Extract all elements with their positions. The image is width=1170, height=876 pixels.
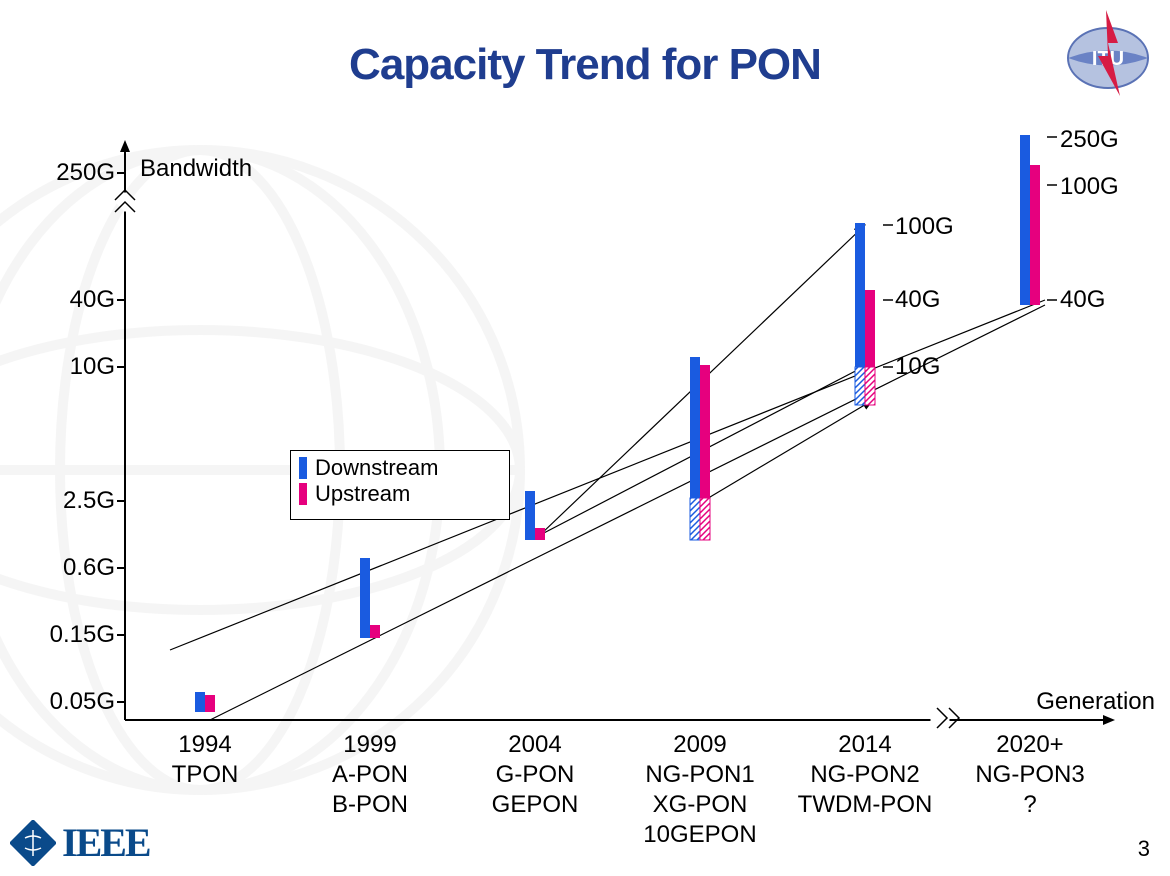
x-tick-label: 2009 NG-PON1 XG-PON 10GEPON <box>643 730 756 850</box>
y-tick-label: 0.05G <box>35 688 115 716</box>
chart-legend: Downstream Upstream <box>290 450 510 520</box>
ieee-diamond-icon <box>10 820 56 866</box>
ieee-text: IEEE <box>62 819 150 866</box>
legend-label-upstream: Upstream <box>315 481 410 507</box>
data-point-label: 100G <box>1060 173 1119 201</box>
data-point-label: 10G <box>895 353 940 381</box>
legend-swatch-downstream <box>299 457 307 479</box>
y-tick-label: 2.5G <box>35 487 115 515</box>
page-number: 3 <box>1138 836 1150 862</box>
itu-logo: ITU <box>1058 8 1158 98</box>
legend-swatch-upstream <box>299 483 307 505</box>
x-tick-label: 1994 TPON <box>172 730 239 790</box>
data-point-label: 40G <box>895 286 940 314</box>
y-tick-label: 40G <box>35 286 115 314</box>
x-tick-label: 2004 G-PON GEPON <box>492 730 579 820</box>
capacity-trend-chart: Bandwidth Generation <box>125 140 1115 720</box>
plot-area <box>125 140 1125 740</box>
y-tick-label: 10G <box>35 353 115 381</box>
data-point-label: 250G <box>1060 126 1119 154</box>
data-point-label: 40G <box>1060 286 1105 314</box>
y-tick-label: 250G <box>35 159 115 187</box>
data-point-label: 100G <box>895 213 954 241</box>
ieee-logo: IEEE <box>10 819 150 866</box>
page-title: Capacity Trend for PON <box>0 40 1170 90</box>
legend-downstream: Downstream <box>299 455 501 481</box>
x-tick-label: 2014 NG-PON2 TWDM-PON <box>798 730 933 820</box>
y-tick-label: 0.15G <box>35 621 115 649</box>
x-tick-label: 2020+ NG-PON3 ? <box>975 730 1084 820</box>
title-text: Capacity Trend for PON <box>349 40 821 89</box>
x-tick-label: 1999 A-PON B-PON <box>332 730 408 820</box>
legend-label-downstream: Downstream <box>315 455 438 481</box>
y-tick-label: 0.6G <box>35 554 115 582</box>
legend-upstream: Upstream <box>299 481 501 507</box>
